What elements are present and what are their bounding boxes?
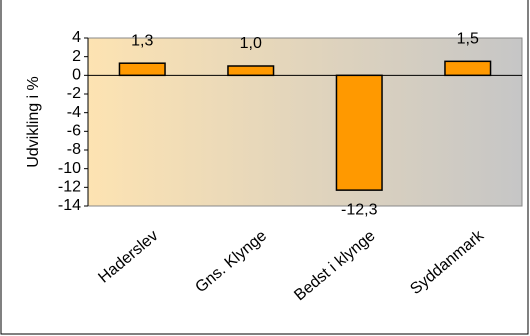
bar	[227, 65, 275, 77]
value-label: 1,3	[131, 32, 153, 49]
y-tick-label: -14	[58, 197, 81, 214]
bar	[118, 62, 166, 77]
y-tick-label: -6	[67, 123, 81, 140]
y-tick-label: 2	[72, 48, 81, 65]
y-axis-label: Udvikling i %	[25, 76, 42, 168]
y-tick-label: -10	[58, 160, 81, 177]
y-tick-label: -2	[67, 85, 81, 102]
bar	[444, 60, 492, 77]
y-tick-label: 0	[72, 67, 81, 84]
y-tick-label: -8	[67, 141, 81, 158]
value-label: 1,0	[240, 35, 262, 52]
value-label: 1,5	[457, 31, 479, 48]
bar	[335, 74, 383, 191]
value-label: -12,3	[341, 201, 378, 218]
y-tick-label: 4	[72, 29, 81, 46]
y-tick-label: -12	[58, 179, 81, 196]
y-tick-label: -4	[67, 104, 81, 121]
